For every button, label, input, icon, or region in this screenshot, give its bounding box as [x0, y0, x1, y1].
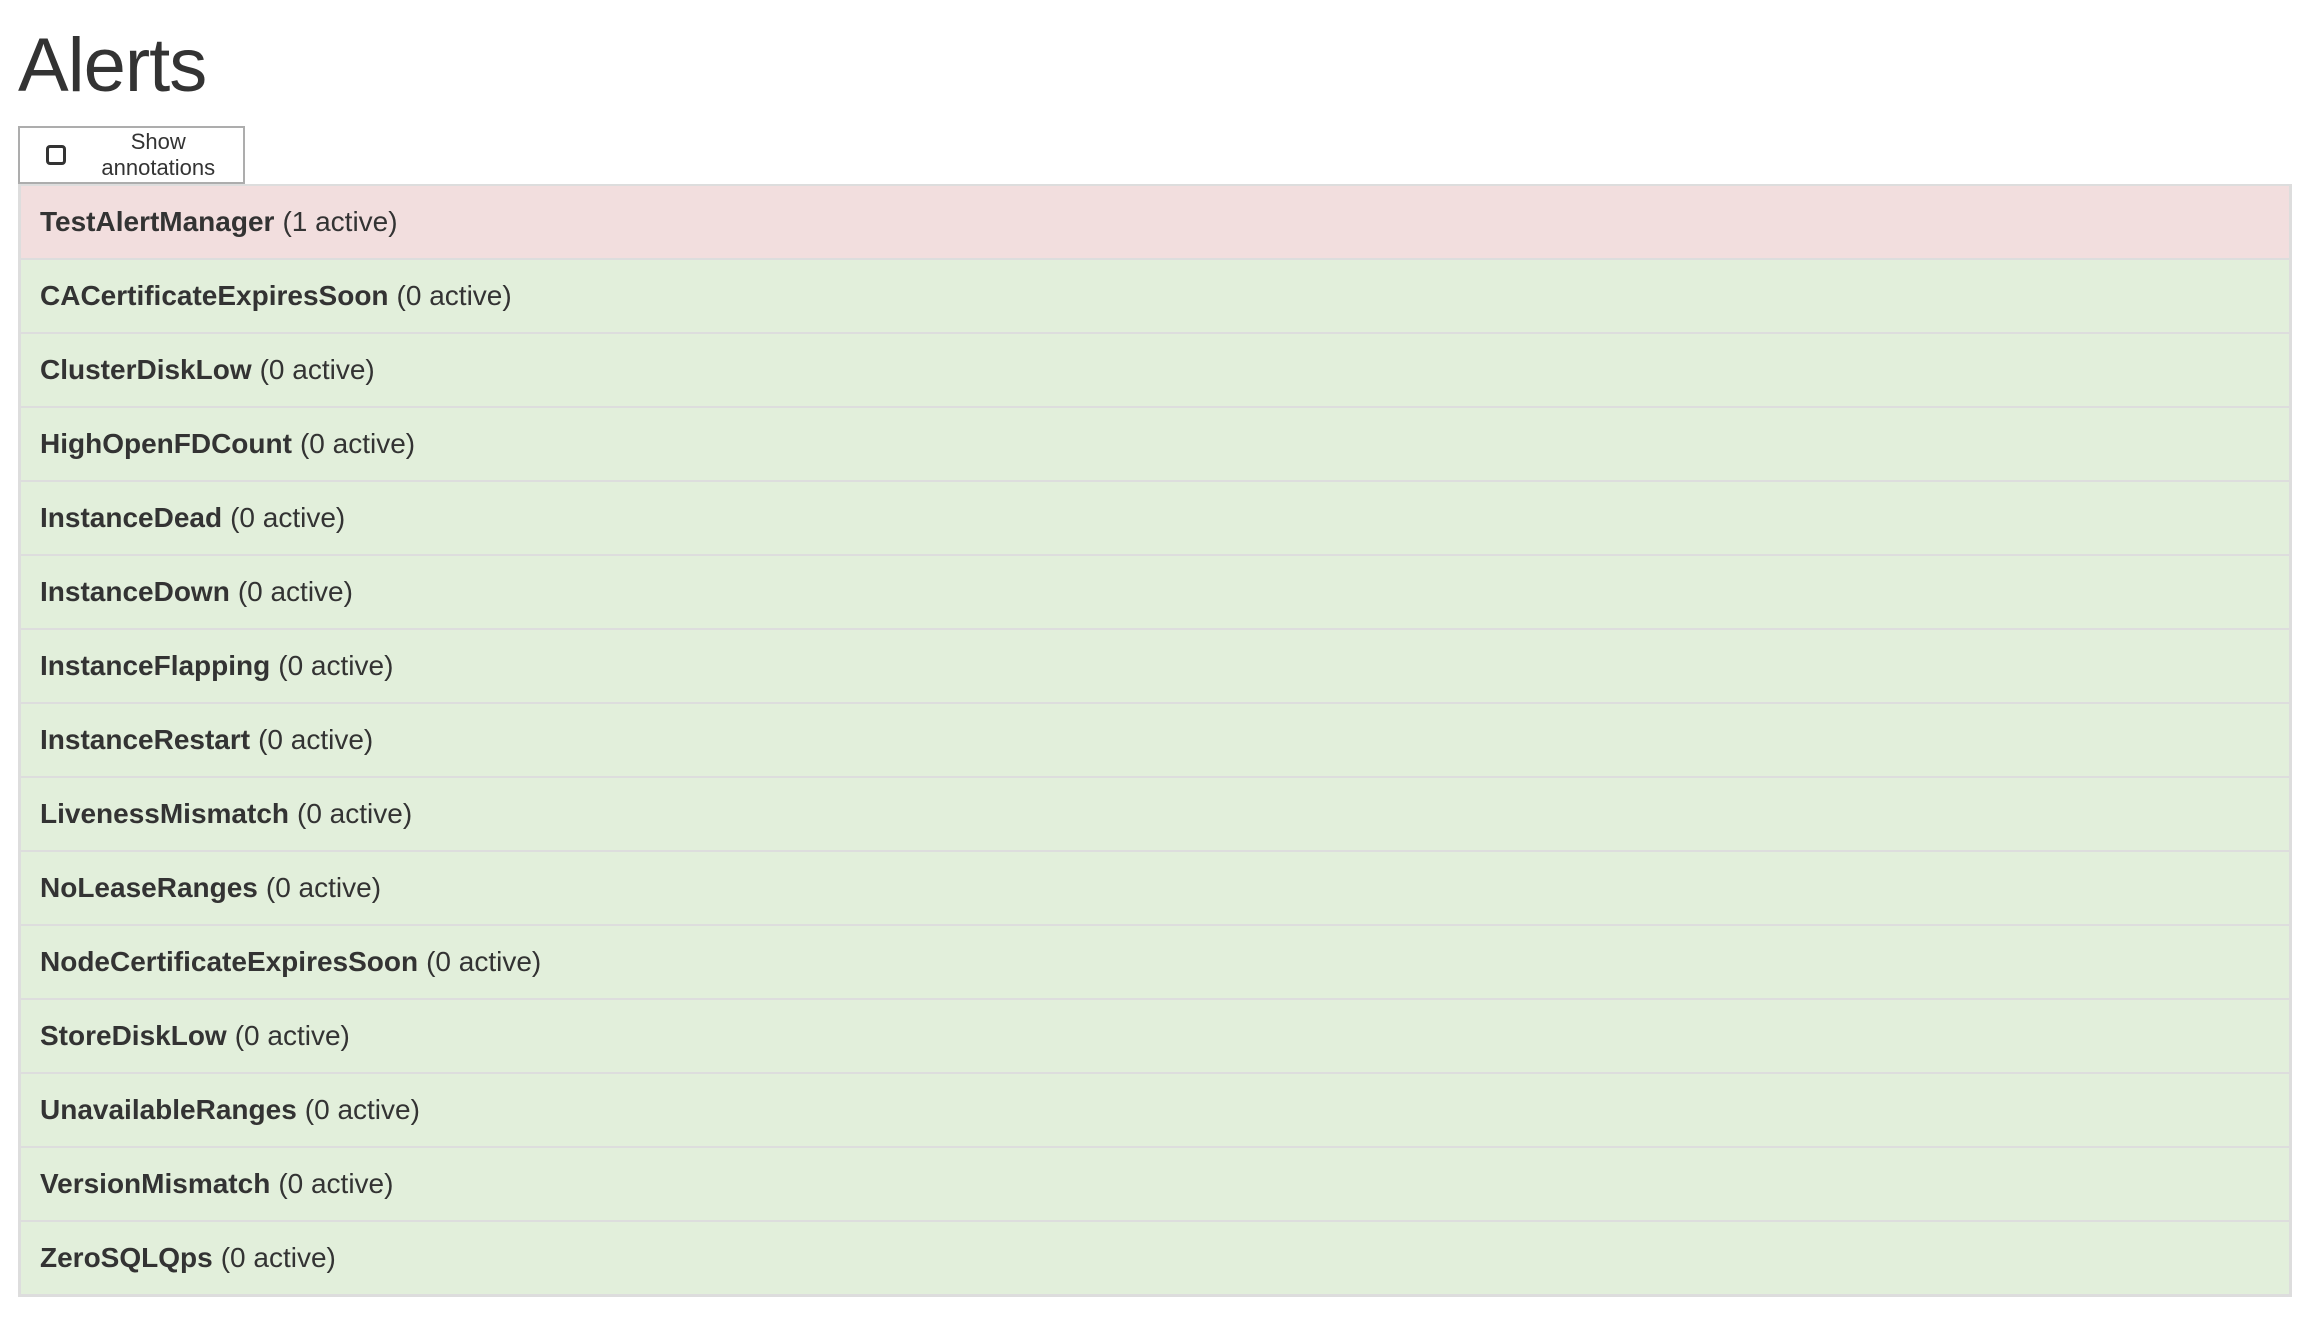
page-title: Alerts — [18, 23, 207, 108]
alert-active-count: (0 active) — [396, 280, 512, 311]
alert-active-count: (0 active) — [237, 576, 353, 607]
alert-name: NoLeaseRanges — [40, 872, 258, 903]
alert-name: InstanceRestart — [40, 724, 251, 755]
alert-active-count: (0 active) — [265, 872, 382, 903]
alert-name: CACertificateExpiresSoon — [40, 280, 389, 311]
checkbox-icon[interactable] — [46, 145, 66, 165]
alert-active-count: (0 active) — [426, 946, 542, 977]
show-annotations-button[interactable]: Show annotations — [18, 126, 245, 184]
alert-row[interactable]: LivenessMismatch (0 active) — [21, 776, 2289, 850]
alert-row[interactable]: ZeroSQLQps (0 active) — [21, 1220, 2289, 1294]
alert-active-count: (0 active) — [220, 1242, 336, 1273]
alert-active-count: (0 active) — [234, 1020, 350, 1051]
alert-active-count: (0 active) — [299, 428, 416, 459]
alert-row[interactable]: InstanceRestart (0 active) — [21, 702, 2289, 776]
alert-active-count: (0 active) — [278, 650, 394, 681]
alert-name: LivenessMismatch — [40, 798, 289, 829]
alert-row[interactable]: CACertificateExpiresSoon (0 active) — [21, 258, 2289, 332]
alert-row[interactable]: InstanceFlapping (0 active) — [21, 628, 2289, 702]
alert-row[interactable]: StoreDiskLow (0 active) — [21, 998, 2289, 1072]
alert-list: TestAlertManager (1 active) CACertificateE… — [18, 184, 2292, 1297]
alert-active-count: (1 active) — [282, 206, 398, 237]
alert-row[interactable]: NodeCertificateExpiresSoon (0 active) — [21, 924, 2289, 998]
alert-name: InstanceFlapping — [40, 650, 271, 681]
alert-name: ClusterDiskLow — [40, 354, 252, 385]
alert-active-count: (0 active) — [230, 502, 346, 533]
alert-row[interactable]: InstanceDown (0 active) — [21, 554, 2289, 628]
alert-name: InstanceDead — [40, 502, 223, 533]
alert-row[interactable]: VersionMismatch (0 active) — [21, 1146, 2289, 1220]
alert-name: NodeCertificateExpiresSoon — [40, 946, 419, 977]
alert-active-count: (0 active) — [258, 724, 374, 755]
alert-active-count: (0 active) — [297, 798, 413, 829]
alert-active-count: (0 active) — [278, 1168, 394, 1199]
alert-name: ZeroSQLQps — [40, 1242, 213, 1273]
alert-name: UnavailableRanges — [40, 1094, 297, 1125]
alert-name: VersionMismatch — [40, 1168, 271, 1199]
alert-row[interactable]: InstanceDead (0 active) — [21, 480, 2289, 554]
show-annotations-label: Show annotations — [101, 129, 216, 180]
alert-row[interactable]: UnavailableRanges (0 active) — [21, 1072, 2289, 1146]
alert-row[interactable]: NoLeaseRanges (0 active) — [21, 850, 2289, 924]
alert-row[interactable]: HighOpenFDCount (0 active) — [21, 406, 2289, 480]
alert-name: InstanceDown — [40, 576, 230, 607]
alert-name: StoreDiskLow — [40, 1020, 227, 1051]
alert-row[interactable]: ClusterDiskLow (0 active) — [21, 332, 2289, 406]
alert-active-count: (0 active) — [304, 1094, 420, 1125]
alert-active-count: (0 active) — [259, 354, 375, 385]
alert-row[interactable]: TestAlertManager (1 active) — [21, 184, 2289, 258]
alert-name: TestAlertManager — [40, 206, 275, 237]
alert-name: HighOpenFDCount — [40, 428, 292, 459]
